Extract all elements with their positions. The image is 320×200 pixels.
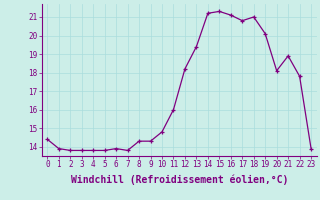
X-axis label: Windchill (Refroidissement éolien,°C): Windchill (Refroidissement éolien,°C)	[70, 175, 288, 185]
